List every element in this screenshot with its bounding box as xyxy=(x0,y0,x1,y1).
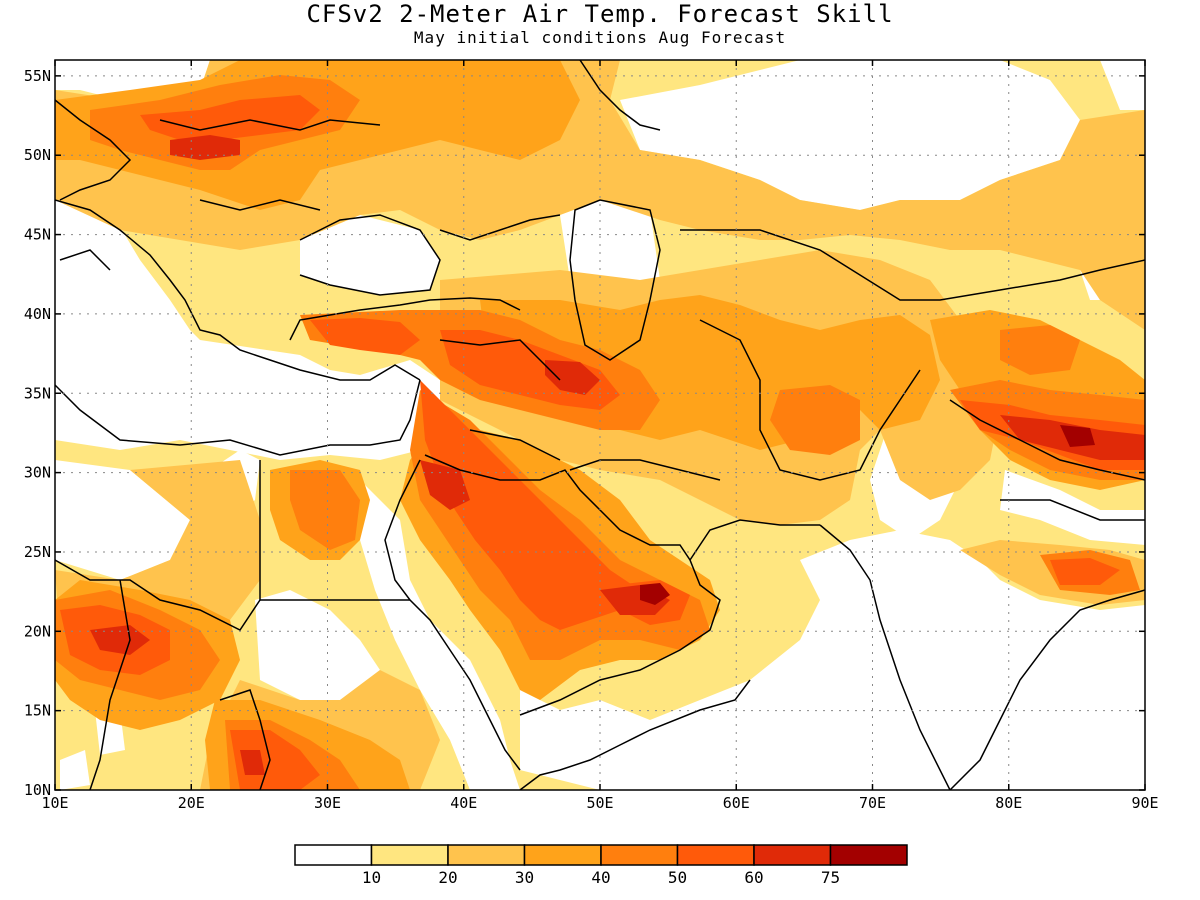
y-axis-labels: 10N 15N 20N 25N 30N 35N 40N 45N 50N 55N xyxy=(24,67,51,799)
x-tick-label: 20E xyxy=(178,794,205,812)
y-tick-label: 25N xyxy=(24,543,51,561)
y-tick-label: 45N xyxy=(24,226,51,244)
legend-label: 60 xyxy=(744,868,763,887)
legend-swatch xyxy=(753,844,832,866)
x-tick-label: 40E xyxy=(450,794,477,812)
legend-swatch xyxy=(294,844,373,866)
skill-field xyxy=(55,60,1145,790)
legend-label: 20 xyxy=(438,868,457,887)
x-tick-label: 80E xyxy=(995,794,1022,812)
legend-swatch xyxy=(447,844,526,866)
x-tick-label: 90E xyxy=(1131,794,1158,812)
y-tick-label: 30N xyxy=(24,464,51,482)
y-tick-label: 10N xyxy=(24,781,51,799)
y-tick-label: 40N xyxy=(24,305,51,323)
legend-swatch xyxy=(523,844,602,866)
grid xyxy=(55,60,1145,790)
y-tick-label: 20N xyxy=(24,622,51,640)
legend-label: 75 xyxy=(821,868,840,887)
x-tick-label: 10E xyxy=(41,794,68,812)
axis-ticks xyxy=(54,60,1146,791)
x-axis-labels: 10E 20E 30E 40E 50E 60E 70E 80E 90E xyxy=(41,794,1158,812)
chart-title: CFSv2 2-Meter Air Temp. Forecast Skill xyxy=(306,0,894,28)
y-tick-label: 15N xyxy=(24,702,51,720)
y-tick-label: 50N xyxy=(24,146,51,164)
legend-label: 30 xyxy=(515,868,534,887)
y-tick-label: 35N xyxy=(24,384,51,402)
coastlines xyxy=(55,60,1145,790)
x-tick-label: 50E xyxy=(586,794,613,812)
legend-label: 10 xyxy=(362,868,381,887)
legend-swatch xyxy=(676,844,755,866)
legend-swatch xyxy=(370,844,449,866)
x-tick-label: 30E xyxy=(314,794,341,812)
x-tick-label: 70E xyxy=(859,794,886,812)
x-tick-label: 60E xyxy=(723,794,750,812)
legend-label: 40 xyxy=(591,868,610,887)
color-legend: 10 20 30 40 50 60 75 xyxy=(294,844,908,887)
legend-label: 50 xyxy=(668,868,687,887)
y-tick-label: 55N xyxy=(24,67,51,85)
legend-swatch xyxy=(600,844,679,866)
legend-swatch xyxy=(829,844,908,866)
chart-subtitle: May initial conditions Aug Forecast xyxy=(413,28,787,47)
